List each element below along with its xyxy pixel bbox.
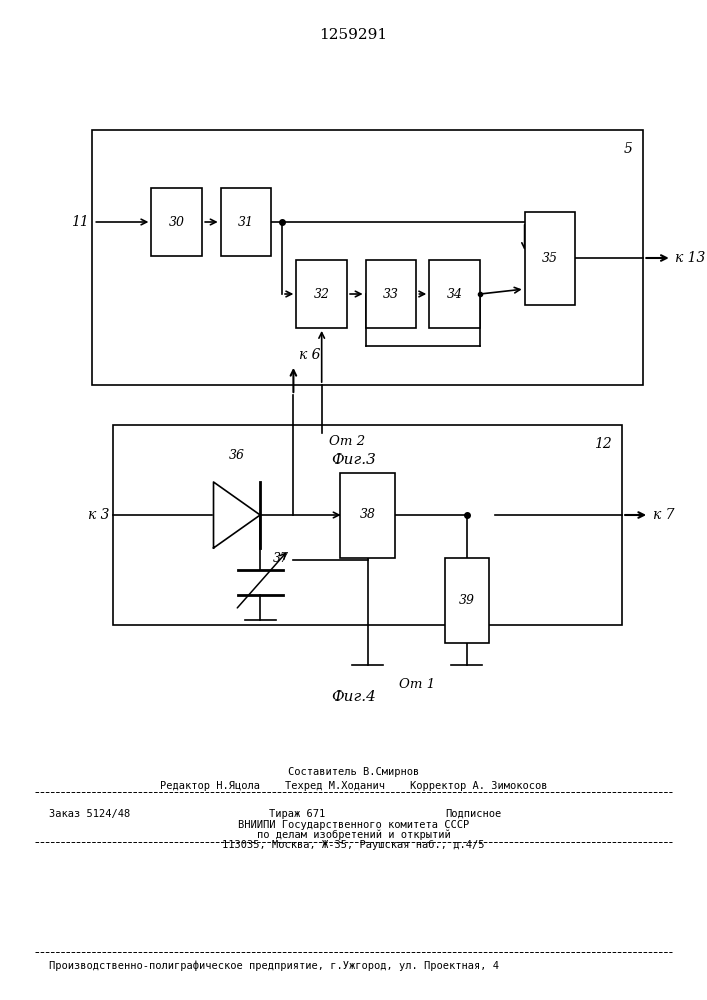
Bar [525,212,575,304]
Text: по делам изобретений и открытий: по делам изобретений и открытий [257,830,450,840]
Text: 33: 33 [383,288,399,300]
Text: к 6: к 6 [299,348,320,362]
Text: От 2: От 2 [329,435,365,448]
Text: 36: 36 [229,449,245,462]
Text: 12: 12 [594,437,612,451]
Text: 30: 30 [169,216,185,229]
Bar [296,260,347,328]
Bar [92,130,643,385]
Text: Составитель В.Смирнов: Составитель В.Смирнов [288,767,419,777]
Text: к 3: к 3 [88,508,110,522]
Text: 39: 39 [459,594,474,606]
Bar [340,473,395,558]
Bar [445,558,489,643]
Text: 1259291: 1259291 [320,28,387,42]
Text: От 1: От 1 [399,678,436,691]
Text: Тираж 671: Тираж 671 [269,809,325,819]
Text: 32: 32 [314,288,329,300]
Text: 35: 35 [542,251,558,264]
Text: к 13: к 13 [675,251,706,265]
Text: 37: 37 [273,552,289,565]
Text: 38: 38 [360,508,375,522]
Text: Редактор Н.Яцола    Техред М.Ходанич    Корректор А. Зимокосов: Редактор Н.Яцола Техред М.Ходанич Коррек… [160,781,547,791]
Polygon shape [214,482,260,548]
Text: Заказ 5124/48: Заказ 5124/48 [49,809,131,819]
Text: 11: 11 [71,215,88,229]
Bar [429,260,480,328]
Text: Подписное: Подписное [445,809,502,819]
Bar [221,188,271,256]
Text: 34: 34 [447,288,462,300]
Text: к 7: к 7 [653,508,674,522]
Text: ВНИИПИ Государственного комитета СССР: ВНИИПИ Государственного комитета СССР [238,820,469,830]
Text: Фиг.4: Фиг.4 [331,690,376,704]
Bar [366,260,416,328]
Text: 31: 31 [238,216,254,229]
Text: Производственно-полиграфическое предприятие, г.Ужгород, ул. Проектная, 4: Производственно-полиграфическое предприя… [49,961,499,971]
Text: 5: 5 [624,142,633,156]
Bar [113,425,622,625]
Bar [151,188,202,256]
Text: Фиг.3: Фиг.3 [331,453,376,467]
Text: 113035, Москва, Ж-35, Раушская наб., д.4/5: 113035, Москва, Ж-35, Раушская наб., д.4… [222,840,485,850]
